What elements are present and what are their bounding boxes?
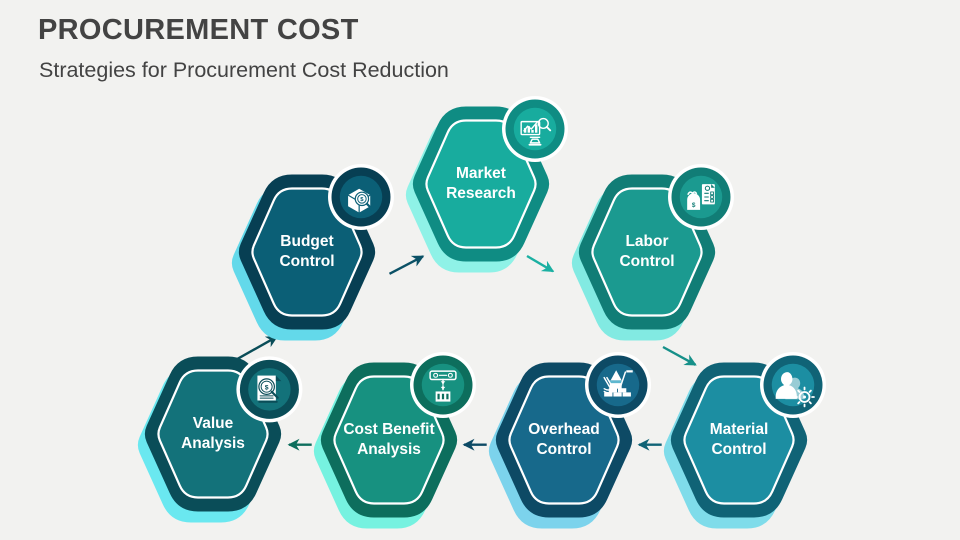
svg-text:$: $ <box>692 202 696 209</box>
svg-text:$: $ <box>265 385 269 392</box>
